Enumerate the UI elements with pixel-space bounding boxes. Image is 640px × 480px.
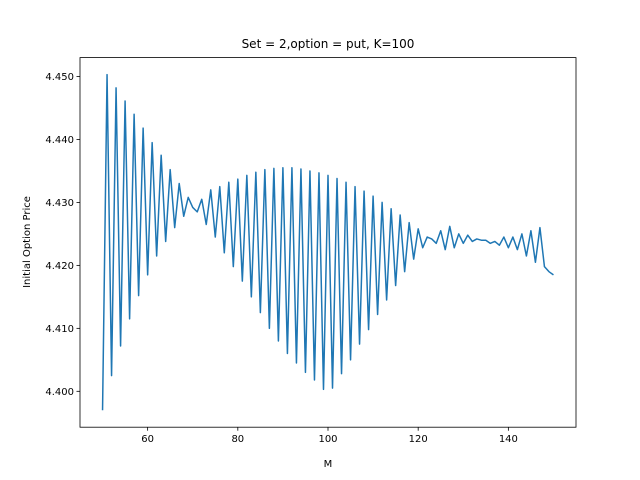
y-tick-label: 4.400 [45,387,74,398]
x-tick-label: 80 [231,434,244,445]
x-tick-label: 120 [409,434,428,445]
y-tick-label: 4.450 [45,72,74,83]
y-tick-label: 4.420 [45,261,74,272]
x-tick-label: 100 [318,434,337,445]
chart-title: Set = 2,option = put, K=100 [242,37,415,51]
plot-frame [79,57,577,428]
x-tick-label: 140 [499,434,518,445]
x-axis-label: M [324,459,333,470]
x-tick-label: 60 [141,434,154,445]
data-line [101,73,554,411]
y-tick-label: 4.410 [45,324,74,335]
y-tick-label: 4.430 [45,198,74,209]
y-tick-label: 4.440 [45,135,74,146]
y-axis-label: Initial Option Price [22,196,33,288]
